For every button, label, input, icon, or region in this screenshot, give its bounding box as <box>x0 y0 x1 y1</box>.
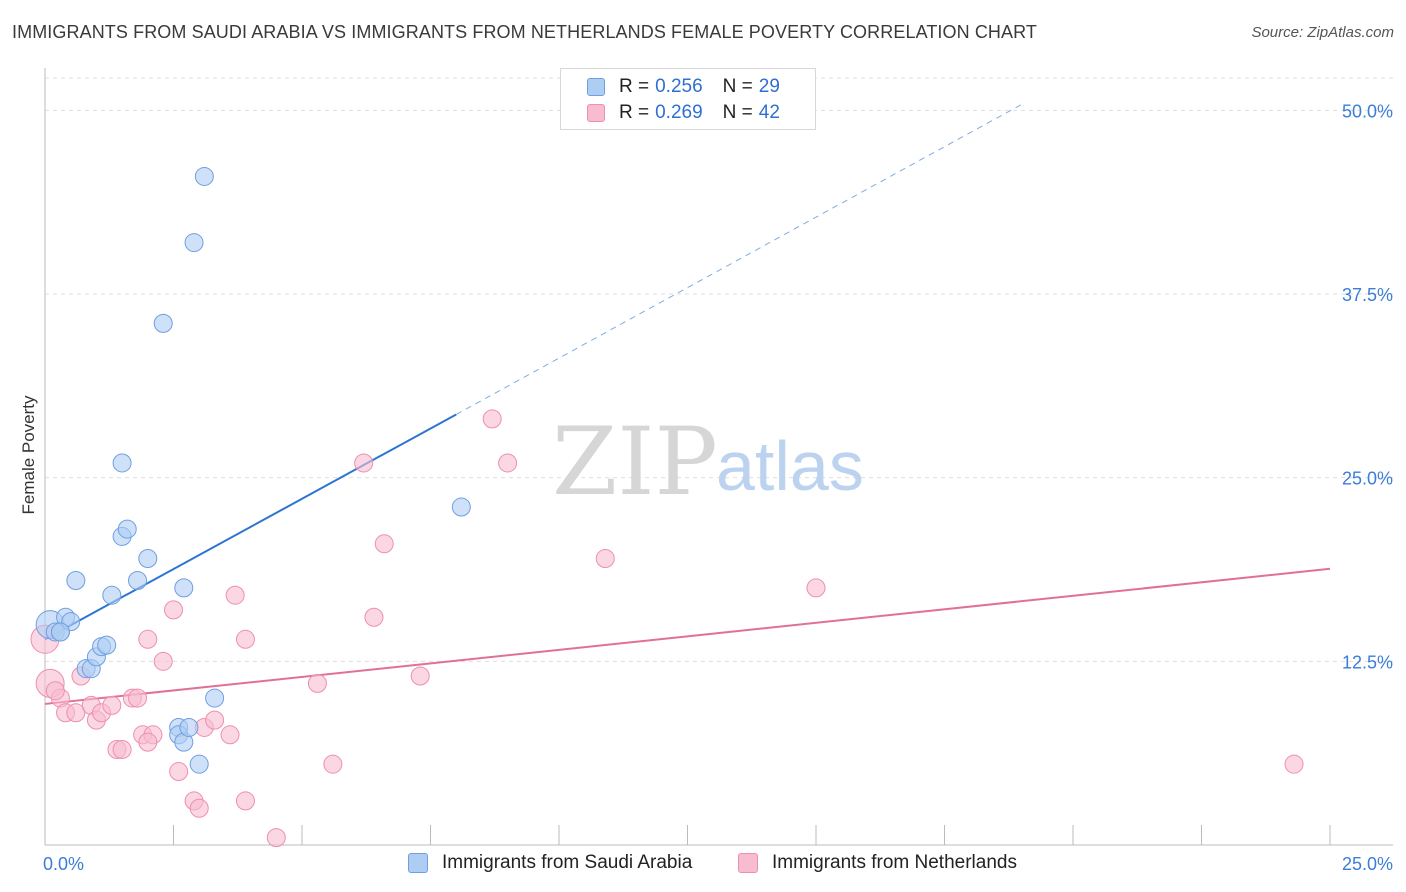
point-netherlands <box>364 607 384 627</box>
trend-line-netherlands <box>44 567 1331 705</box>
point-netherlands <box>128 688 148 708</box>
legend-n-label: N = <box>722 102 753 123</box>
series-legend-saudi-arabia[interactable]: Immigrants from Saudi Arabia <box>408 852 692 874</box>
series-legend-label: Immigrants from Saudi Arabia <box>442 852 693 873</box>
legend-r-value: 0.269 <box>655 102 703 123</box>
point-netherlands <box>595 548 615 568</box>
watermark: ZIP atlas <box>552 408 864 517</box>
point-saudi-arabia <box>138 548 158 568</box>
x-tick-label: 25.0% <box>1342 854 1393 874</box>
y-tick-label: 12.5% <box>1342 652 1393 672</box>
point-saudi-arabia <box>194 166 214 186</box>
grid-lines <box>45 77 1393 662</box>
point-netherlands <box>164 600 183 620</box>
legend-n-label: N = <box>722 76 753 97</box>
point-netherlands <box>374 534 394 554</box>
legend-r-label: R = <box>619 102 650 123</box>
point-netherlands <box>1284 754 1304 774</box>
series-swatch-pink <box>738 853 758 873</box>
legend-row-saudi-arabia: R = 0.256 N = 29 <box>587 75 780 99</box>
point-netherlands <box>189 798 209 818</box>
point-saudi-arabia <box>174 578 194 598</box>
point-netherlands <box>220 725 240 745</box>
series-legend-netherlands[interactable]: Immigrants from Netherlands <box>738 852 1017 874</box>
point-netherlands <box>410 666 430 686</box>
series-legend-label: Immigrants from Netherlands <box>772 852 1017 873</box>
correlation-legend: R = 0.256 N = 29 R = 0.269 N = 42 <box>560 68 816 130</box>
legend-r-value: 0.256 <box>655 76 703 97</box>
point-saudi-arabia <box>184 233 204 253</box>
point-saudi-arabia <box>112 453 132 473</box>
point-netherlands <box>323 754 343 774</box>
point-netherlands <box>354 453 374 473</box>
point-saudi-arabia <box>451 497 471 517</box>
series-swatch-blue <box>408 853 428 873</box>
y-axis-label: Female Poverty <box>19 395 38 515</box>
trend-line-saudi-arabia-extrapolated <box>455 104 1022 415</box>
point-saudi-arabia <box>179 717 199 737</box>
point-netherlands <box>45 681 65 701</box>
legend-row-netherlands: R = 0.269 N = 42 <box>587 101 780 125</box>
source-label: Source: ZipAtlas.com <box>1251 24 1394 41</box>
point-netherlands <box>66 703 86 723</box>
point-netherlands <box>169 762 189 782</box>
watermark-zip: ZIP <box>552 408 718 517</box>
trend-line-saudi-arabia <box>44 413 457 641</box>
x-tick-label: 0.0% <box>43 854 84 874</box>
point-saudi-arabia <box>97 635 117 655</box>
point-netherlands <box>153 651 173 671</box>
point-netherlands <box>112 739 132 759</box>
point-netherlands <box>225 585 245 605</box>
point-saudi-arabia <box>153 313 173 333</box>
point-saudi-arabia <box>128 571 148 591</box>
point-netherlands <box>235 629 255 649</box>
point-saudi-arabia <box>189 754 209 774</box>
legend-n-value: 42 <box>758 102 780 123</box>
point-netherlands <box>266 828 286 848</box>
point-saudi-arabia <box>205 688 225 708</box>
point-netherlands <box>307 673 327 693</box>
point-netherlands <box>138 629 158 649</box>
point-netherlands <box>498 453 518 473</box>
legend-swatch-pink <box>587 104 605 122</box>
point-netherlands <box>235 791 255 811</box>
y-tick-label: 25.0% <box>1342 469 1393 489</box>
y-tick-label: 37.5% <box>1342 285 1393 305</box>
legend-swatch-blue <box>587 78 605 96</box>
point-saudi-arabia <box>66 571 86 591</box>
point-saudi-arabia <box>50 622 70 642</box>
point-netherlands <box>138 732 158 752</box>
data-points <box>30 166 1304 848</box>
point-saudi-arabia <box>117 519 137 539</box>
axes <box>44 68 1393 846</box>
y-tick-label: 50.0% <box>1342 101 1393 121</box>
legend-r-label: R = <box>619 76 650 97</box>
chart-title: IMMIGRANTS FROM SAUDI ARABIA VS IMMIGRAN… <box>12 22 1038 42</box>
point-netherlands <box>806 578 826 598</box>
tick-labels: 12.5% 25.0% 37.5% 50.0% 0.0% 25.0% <box>43 101 1393 874</box>
point-netherlands <box>482 409 502 429</box>
trend-lines <box>44 104 1331 705</box>
point-netherlands <box>205 710 225 730</box>
watermark-atlas: atlas <box>716 427 864 505</box>
point-netherlands <box>102 695 122 715</box>
series-legend: Immigrants from Saudi Arabia Immigrants … <box>0 852 1406 878</box>
point-saudi-arabia <box>102 585 122 605</box>
legend-n-value: 29 <box>758 76 780 97</box>
